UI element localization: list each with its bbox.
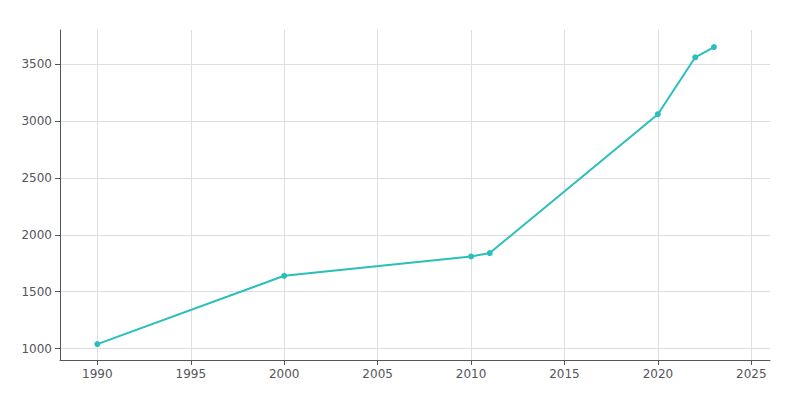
svg-text:3000: 3000	[21, 114, 52, 128]
svg-text:3500: 3500	[21, 57, 52, 71]
svg-text:2020: 2020	[643, 367, 674, 381]
svg-text:1000: 1000	[21, 342, 52, 356]
svg-text:1990: 1990	[82, 367, 113, 381]
svg-text:2015: 2015	[549, 367, 580, 381]
svg-text:2000: 2000	[21, 228, 52, 242]
svg-text:2010: 2010	[456, 367, 487, 381]
svg-text:2005: 2005	[362, 367, 393, 381]
svg-text:1500: 1500	[21, 285, 52, 299]
svg-text:1995: 1995	[176, 367, 207, 381]
svg-text:2000: 2000	[269, 367, 300, 381]
svg-text:2500: 2500	[21, 171, 52, 185]
svg-text:2025: 2025	[736, 367, 767, 381]
